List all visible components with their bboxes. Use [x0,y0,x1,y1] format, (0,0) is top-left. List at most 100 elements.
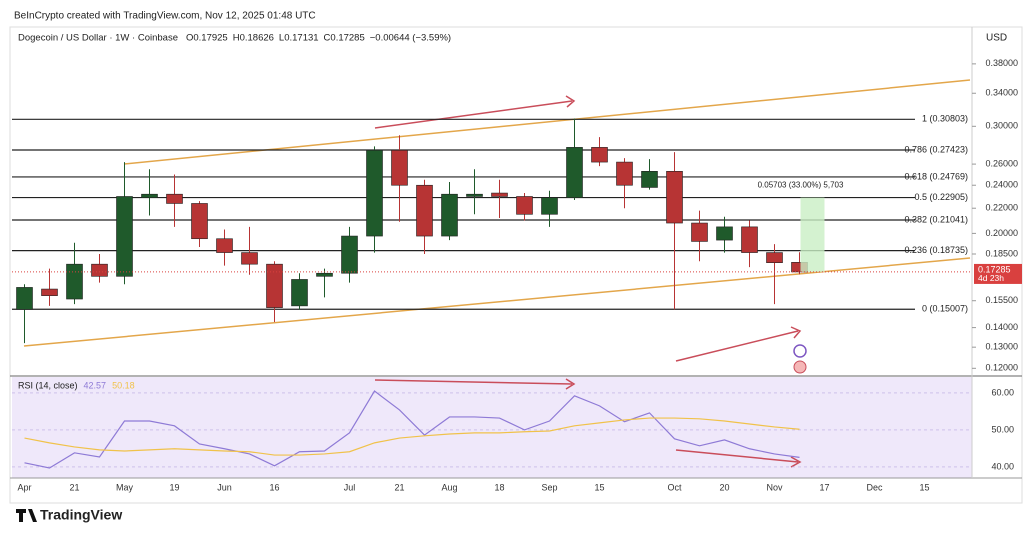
brand: TradingView [40,507,122,523]
x-tick-label: 21 [394,482,404,492]
x-tick-label: 15 [594,482,604,492]
y-tick-label: 0.26000 [985,158,1018,168]
fib-label: 0.786 (0.27423) [904,144,968,154]
arrow-head [565,378,576,390]
measure-label: 0.05703 (33.00%) 5,703 [758,181,844,190]
x-tick-label: Apr [17,482,31,492]
candle-body [766,252,783,263]
rsi-pane [12,377,972,478]
candle-body [16,287,33,310]
candle-body [166,193,183,204]
fib-label: 0.5 (0.22905) [914,192,968,202]
candle-body [241,252,258,265]
legend-value: 50.18 [112,380,135,390]
arrow [374,379,573,385]
candle-body [391,149,408,186]
candle-body [116,196,133,277]
ohlc-value: H0.18626 [233,33,274,44]
arrow-head [790,326,802,339]
y-tick-label: 0.20000 [985,228,1018,238]
x-tick-label: Oct [667,482,682,492]
x-tick-label: Nov [766,482,783,492]
x-tick-label: 19 [169,482,179,492]
candle-body [416,184,433,237]
candle-body [66,263,83,300]
candle-body [266,263,283,308]
y-tick-label: 0.18500 [985,248,1018,258]
candle-body [616,161,633,186]
measure-box [800,197,825,272]
y-tick-label: 0.13000 [985,342,1018,352]
candle-body [91,263,108,277]
candle-body [741,226,758,253]
y-tick-label: 0.24000 [985,180,1018,190]
candle-body [341,235,358,274]
y-tick-label: 0.34000 [985,88,1018,98]
ohlc-value: −0.00644 (−3.59%) [370,33,451,44]
indicator-title: RSI (14, close) [18,380,78,390]
candle-body [216,238,233,253]
fib-label: 0 (0.15007) [922,304,968,314]
candle-body [691,222,708,242]
x-tick-label: 15 [919,482,929,492]
x-tick-label: Dec [866,482,883,492]
candle-body [291,279,308,307]
rsi-line [24,390,800,469]
x-tick-label: 17 [819,482,829,492]
fib-label: 0.618 (0.24769) [904,171,968,181]
candle-body [566,147,583,198]
fib-label: 1 (0.30803) [922,114,968,124]
candle-body [141,193,158,198]
candle-body [516,196,533,215]
x-tick-label: Aug [441,482,457,492]
y-tick-label: 0.30000 [985,121,1018,131]
candle-body [491,192,508,197]
x-tick-label: Sep [541,482,557,492]
ohlc-value: C0.17285 [324,33,365,44]
arrow-head [790,456,802,468]
arrow [675,449,799,463]
y-tick-label: 0.38000 [985,58,1018,68]
legend-value: 42.57 [84,380,107,390]
currency: USD [986,33,1007,44]
candle-body [191,203,208,240]
candle-body [41,288,58,296]
x-tick-label: 18 [494,482,504,492]
symbol: Dogecoin / US Dollar · 1W · Coinbase [18,33,178,44]
x-tick-label: May [116,482,134,492]
y-tick-label: 0.12000 [985,363,1018,373]
credit: BeInCrypto created with TradingView.com,… [14,11,316,22]
fib-label: 0.382 (0.21041) [904,214,968,224]
y-tick-label: 50.00 [991,424,1014,434]
candle-body [466,193,483,197]
x-tick-label: 16 [269,482,279,492]
y-tick-label: 0.22000 [985,203,1018,213]
candle-body [591,147,608,163]
arrow-head [565,95,576,108]
y-tick-label: 0.15500 [985,295,1018,305]
candle-body [541,197,558,215]
last-price-box [974,263,1022,284]
brand-logo [16,509,37,522]
arrow [374,100,573,129]
candle-body [666,171,683,224]
rsi-line [24,417,800,456]
x-tick-label: 20 [719,482,729,492]
last-price-label: 0.17285 [978,264,1011,274]
x-tick-label: Jun [217,482,232,492]
fib-label: 0.236 (0.18735) [904,245,968,255]
candle-body [366,149,383,237]
event-icon[interactable] [793,360,807,374]
candle-body [641,171,658,188]
candle-body [716,226,733,241]
candle-body [316,272,333,277]
ohlc-value: L0.17131 [279,33,319,44]
countdown-label: 4d 23h [978,273,1004,283]
arrow [675,330,799,362]
event-icon[interactable] [793,344,807,358]
y-tick-label: 60.00 [991,387,1014,397]
y-tick-label: 0.14000 [985,322,1018,332]
y-tick-label: 40.00 [991,461,1014,471]
channel-lower [23,257,971,347]
